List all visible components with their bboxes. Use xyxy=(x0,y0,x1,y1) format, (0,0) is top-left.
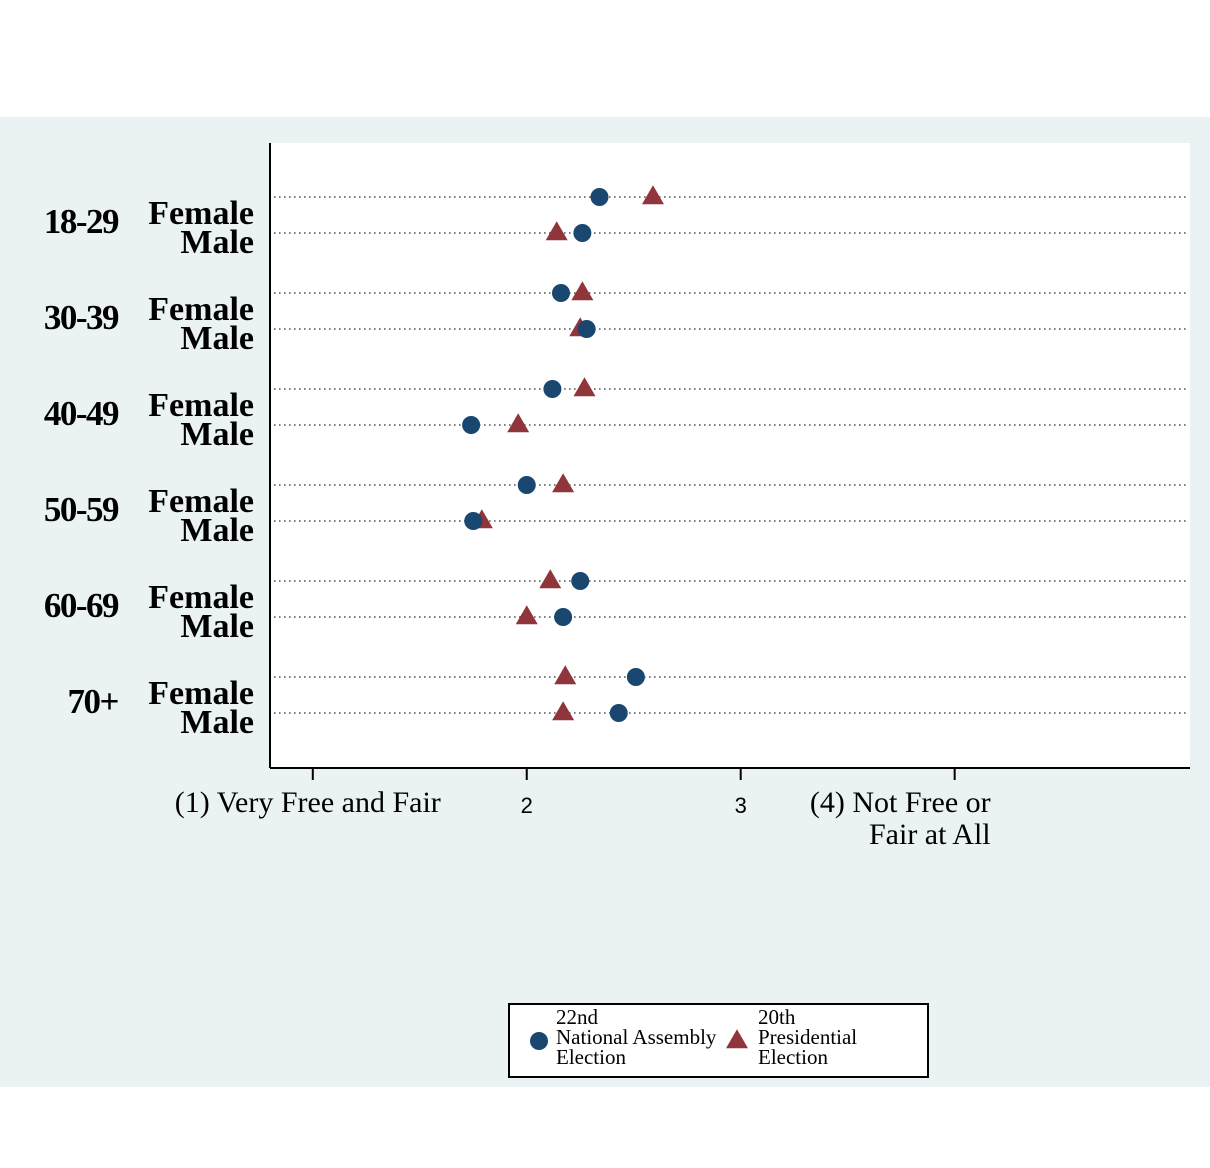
age-label: 30-39 xyxy=(44,298,119,337)
sex-label: Female xyxy=(148,291,254,328)
sex-label: Male xyxy=(180,608,254,645)
presidential-point xyxy=(545,221,568,241)
sex-label: Male xyxy=(180,320,254,357)
axes xyxy=(269,143,1190,780)
assembly-point xyxy=(573,224,592,242)
sex-label: Female xyxy=(148,483,254,520)
assembly-point xyxy=(577,320,596,338)
assembly-point xyxy=(609,704,628,722)
assembly-point xyxy=(626,668,645,686)
sex-label: Male xyxy=(180,704,254,741)
presidential-point xyxy=(552,473,575,493)
sex-label: Female xyxy=(148,387,254,424)
assembly-point xyxy=(590,188,609,206)
sex-label: Female xyxy=(148,675,254,712)
assembly-point xyxy=(462,416,481,434)
presidential-point xyxy=(573,377,596,397)
sex-label: Male xyxy=(180,224,254,261)
presidential-point xyxy=(641,185,664,205)
gridlines xyxy=(274,196,1186,714)
presidential-point xyxy=(571,281,594,301)
age-label: 50-59 xyxy=(44,490,119,529)
presidential-point xyxy=(554,665,577,685)
assembly-point xyxy=(571,572,590,590)
assembly-point xyxy=(543,380,562,398)
x-tick-label: (4) Not Free or Fair at All xyxy=(810,786,991,851)
presidential-point xyxy=(539,569,562,589)
presidential-point xyxy=(552,701,575,721)
age-label: 70+ xyxy=(68,682,119,721)
assembly-point xyxy=(517,476,536,494)
presidential-point xyxy=(515,605,538,625)
age-label: 40-49 xyxy=(44,394,119,433)
assembly-point xyxy=(464,512,483,530)
data-points xyxy=(462,185,664,722)
age-label: 18-29 xyxy=(44,202,119,241)
assembly-point xyxy=(554,608,573,626)
x-tick-label: 3 xyxy=(735,793,747,818)
legend-presidential-marker xyxy=(726,1029,748,1049)
age-label: 60-69 xyxy=(44,586,119,625)
legend-entry-label: 20th Presidential Election xyxy=(758,1005,857,1069)
sex-label: Male xyxy=(180,416,254,453)
sex-label: Female xyxy=(148,195,254,232)
presidential-point xyxy=(507,413,530,433)
x-axis-labels: (1) Very Free and Fair 2 3 (4) Not Free or F… xyxy=(175,786,991,851)
legend-assembly-marker xyxy=(530,1032,548,1050)
assembly-point xyxy=(551,284,570,302)
sex-label: Female xyxy=(148,579,254,616)
sex-label: Male xyxy=(180,512,254,549)
legend-box xyxy=(508,1003,929,1078)
legend-entry-label: 22nd National Assembly Election xyxy=(556,1005,717,1069)
legend: 22nd National Assembly Election 20th Preside… xyxy=(508,1003,929,1078)
plot-area xyxy=(270,143,1190,768)
x-tick-label: (1) Very Free and Fair xyxy=(175,786,441,819)
x-tick-label: 2 xyxy=(521,793,533,818)
